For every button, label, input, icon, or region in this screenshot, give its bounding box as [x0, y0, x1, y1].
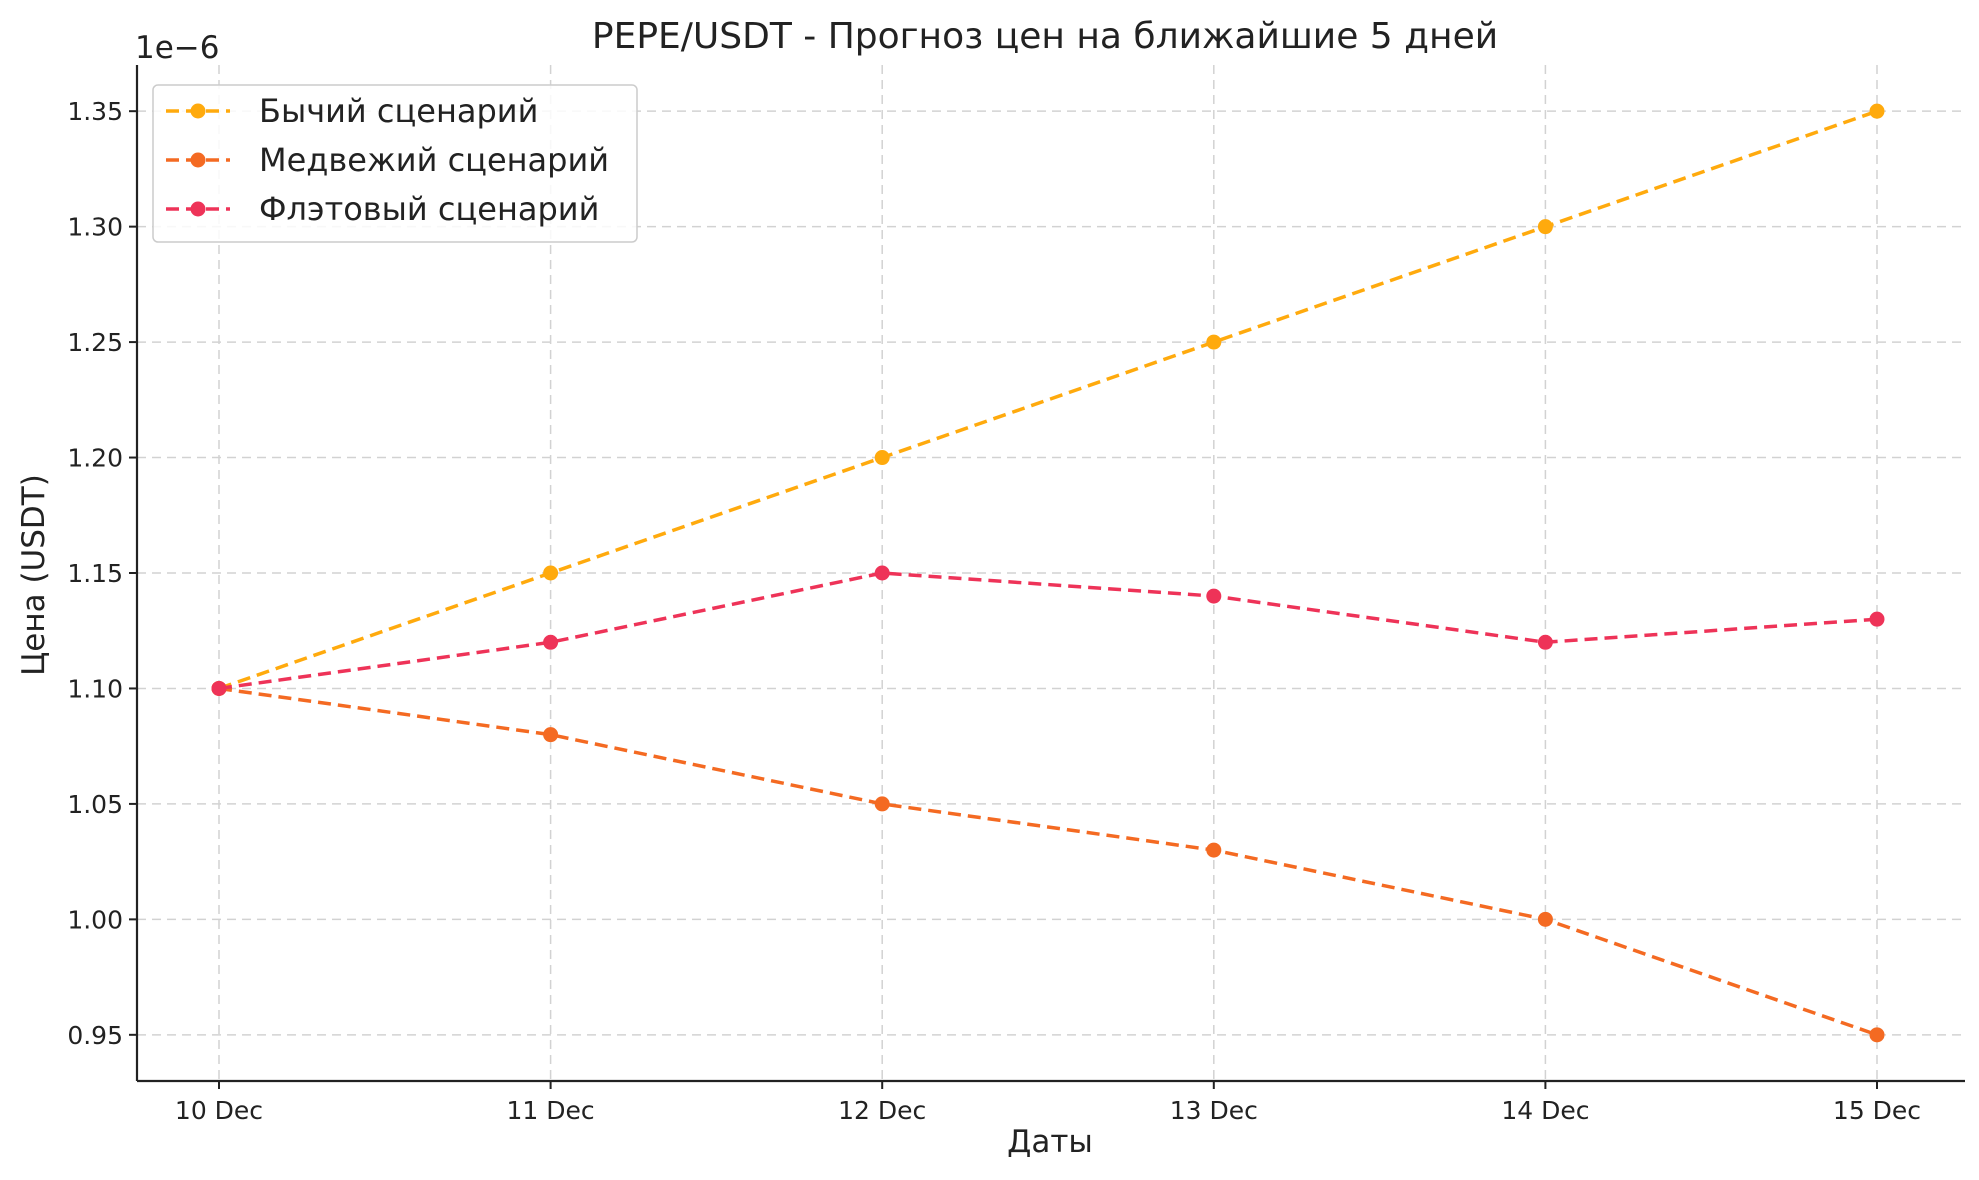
- y-tick-label: 1.35: [67, 97, 123, 126]
- data-point: [1206, 334, 1222, 350]
- data-point: [1537, 634, 1553, 650]
- y-tick-label: 1.25: [67, 328, 123, 357]
- y-tick-label: 1.20: [67, 444, 123, 473]
- x-tick-label: 13 Dec: [1170, 1096, 1258, 1125]
- x-tick-label: 12 Dec: [838, 1096, 926, 1125]
- data-point: [211, 680, 227, 696]
- y-tick-label: 1.05: [67, 790, 123, 819]
- legend-marker: [190, 103, 206, 119]
- data-point: [1869, 103, 1885, 119]
- data-point: [1869, 611, 1885, 627]
- series-group: [211, 680, 1885, 1043]
- y-tick-label: 1.00: [67, 905, 123, 934]
- data-point: [1206, 588, 1222, 604]
- data-point: [874, 796, 890, 812]
- data-point: [1537, 911, 1553, 927]
- data-point: [1869, 1027, 1885, 1043]
- y-offset-label: 1e−6: [135, 30, 220, 66]
- y-tick-label: 1.10: [67, 674, 123, 703]
- y-tick-label: 1.15: [67, 559, 123, 588]
- series-group: [211, 565, 1885, 696]
- data-point: [874, 565, 890, 581]
- chart-title: PEPE/USDT - Прогноз цен на ближайшие 5 д…: [592, 16, 1498, 57]
- legend-marker: [190, 152, 206, 168]
- series-layer: [211, 103, 1885, 1043]
- y-tick-label: 1.30: [67, 213, 123, 242]
- data-point: [1206, 842, 1222, 858]
- legend-label: Бычий сценарий: [259, 92, 538, 130]
- series-line: [218, 571, 1878, 691]
- x-tick-label: 10 Dec: [175, 1096, 263, 1125]
- legend: Бычий сценарий Медвежий сценарий Флэтовый …: [152, 84, 638, 243]
- x-axis-title: Даты: [1007, 1124, 1093, 1160]
- y-axis-title: Цена (USDT): [16, 474, 52, 676]
- legend-label: Медвежий сценарий: [259, 141, 609, 179]
- data-point: [874, 450, 890, 466]
- data-point: [543, 634, 559, 650]
- legend-box: [152, 84, 638, 243]
- x-tick-label: 11 Dec: [507, 1096, 595, 1125]
- series-line: [218, 109, 1878, 691]
- data-point: [543, 727, 559, 743]
- x-tick-label: 14 Dec: [1501, 1096, 1589, 1125]
- y-tick-label: 0.95: [67, 1021, 123, 1050]
- tick-layer: 10 Dec 11 Dec 12 Dec 13 Dec 14 Dec 15 Dec 0.95…: [67, 97, 1921, 1125]
- x-tick-label: 15 Dec: [1833, 1096, 1921, 1125]
- series-line: [218, 686, 1878, 1037]
- legend-marker: [190, 201, 206, 217]
- data-point: [1537, 219, 1553, 235]
- legend-label: Флэтовый сценарий: [259, 190, 599, 228]
- data-point: [543, 565, 559, 581]
